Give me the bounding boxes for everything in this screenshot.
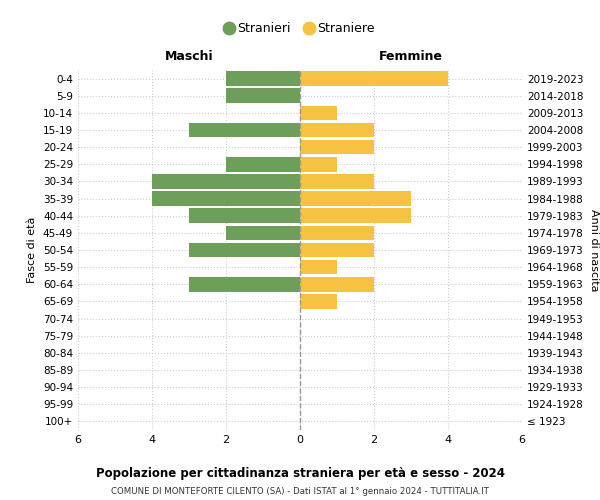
Bar	[189, 277, 300, 291]
Bar	[300, 72, 448, 86]
Text: COMUNE DI MONTEFORTE CILENTO (SA) - Dati ISTAT al 1° gennaio 2024 - TUTTITALIA.I: COMUNE DI MONTEFORTE CILENTO (SA) - Dati…	[111, 488, 489, 496]
Legend: Stranieri, Straniere: Stranieri, Straniere	[222, 18, 378, 39]
Bar	[300, 226, 374, 240]
Bar	[300, 277, 374, 291]
Bar	[300, 294, 337, 308]
Bar	[300, 157, 337, 172]
Bar	[300, 122, 374, 138]
Bar	[300, 140, 374, 154]
Bar	[300, 106, 337, 120]
Y-axis label: Anni di nascita: Anni di nascita	[589, 209, 599, 291]
Bar	[300, 208, 411, 223]
Bar	[189, 122, 300, 138]
Bar	[152, 174, 300, 188]
Y-axis label: Fasce di età: Fasce di età	[28, 217, 37, 283]
Text: Popolazione per cittadinanza straniera per età e sesso - 2024: Popolazione per cittadinanza straniera p…	[95, 468, 505, 480]
Bar	[226, 72, 300, 86]
Text: Maschi: Maschi	[164, 50, 214, 63]
Bar	[226, 157, 300, 172]
Bar	[189, 208, 300, 223]
Bar	[300, 192, 411, 206]
Bar	[152, 192, 300, 206]
Text: Femmine: Femmine	[379, 50, 443, 63]
Bar	[226, 88, 300, 103]
Bar	[189, 242, 300, 258]
Bar	[300, 260, 337, 274]
Bar	[300, 242, 374, 258]
Bar	[226, 226, 300, 240]
Bar	[300, 174, 374, 188]
